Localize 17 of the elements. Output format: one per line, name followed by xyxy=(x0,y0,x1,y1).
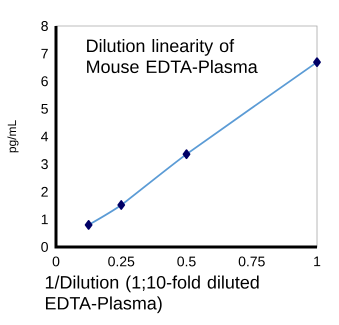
y-tick-label: 7 xyxy=(41,48,48,58)
x-tick-label: 0 xyxy=(52,256,60,266)
y-axis-title: pg/mL xyxy=(7,120,19,152)
y-tick-label: 0 xyxy=(41,242,48,252)
x-tick-label: 1 xyxy=(314,256,320,266)
y-tick-label: 2 xyxy=(41,186,48,197)
x-tick-label: 0.75 xyxy=(238,256,265,266)
y-tick-label: 8 xyxy=(41,21,48,31)
y-tick-label: 1 xyxy=(42,214,48,224)
y-tick-label: 3 xyxy=(41,159,48,170)
x-axis-title: 1/Dilution (1;10-fold diluted EDTA-Plasma) xyxy=(46,276,259,314)
x-tick-label: 0.5 xyxy=(177,256,196,266)
y-tick-label: 6 xyxy=(41,76,48,86)
text: Dilution linearity of Mouse EDTA-Plasma xyxy=(87,39,258,74)
y-tick-label: 5 xyxy=(41,104,48,114)
y-tick-label: 4 xyxy=(41,132,48,142)
x-tick-label: 0.25 xyxy=(108,256,134,266)
